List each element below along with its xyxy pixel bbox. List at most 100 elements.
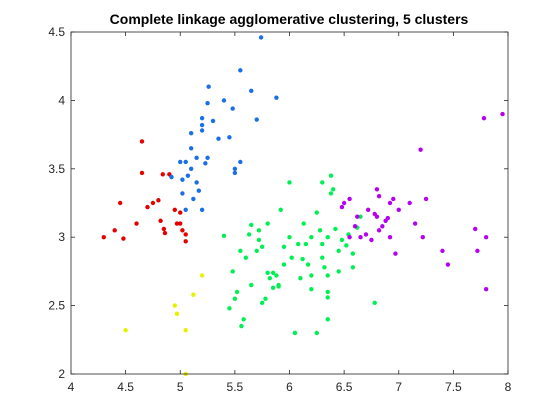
data-point [317,228,323,233]
data-point [256,237,262,243]
data-point [191,196,196,202]
y-tick-label: 3.5 [48,162,65,176]
data-point [270,285,276,291]
data-point [188,131,194,136]
data-point [473,226,478,232]
x-tick-label: 6 [286,380,293,394]
data-point [341,200,347,206]
data-point [188,166,194,171]
data-point [309,286,314,292]
points-layer [101,35,505,377]
data-point [180,228,185,233]
data-point [274,273,279,278]
data-point [174,311,180,317]
data-point [380,224,385,229]
data-point [265,270,270,275]
data-point [221,98,227,103]
data-point [325,235,330,240]
data-point [232,296,238,301]
data-point [500,111,505,117]
data-point [333,226,338,232]
data-point [210,118,216,124]
data-point [289,255,294,260]
data-point [320,180,325,185]
data-point [183,207,188,213]
data-point [254,117,259,122]
data-point [445,262,451,267]
data-point [305,262,311,267]
data-point [150,200,156,206]
data-point [350,251,356,256]
data-point [314,330,320,336]
data-point [134,221,139,226]
data-point [281,262,287,267]
data-point [199,207,205,213]
data-point [347,235,352,240]
data-point [301,221,306,226]
data-point [369,237,374,243]
data-point [243,255,248,260]
data-point [355,214,360,219]
series-3 [221,173,377,336]
data-point [320,241,325,247]
data-point [287,180,292,185]
data-point [325,289,330,295]
data-point [352,224,358,229]
data-point [227,135,232,140]
axes-layer: 4 4.5 5 5.5 6 6.5 7 7.5 8 2 2.5 3 3.5 4 4.5 [48,25,511,394]
data-point [161,226,167,232]
data-point [358,214,363,219]
data-point [232,166,238,171]
data-point [183,232,188,237]
plot-background [71,32,508,374]
data-point [331,187,336,192]
data-point [350,265,356,270]
data-point [344,243,349,248]
data-point [309,235,314,240]
data-point [172,303,177,308]
data-point [274,95,279,100]
y-tick-label: 4 [58,93,65,107]
data-point [239,323,244,329]
data-point [246,232,252,237]
data-point [188,146,194,151]
data-point [199,273,205,278]
data-point [180,177,185,182]
x-tick-label: 5.5 [227,380,244,394]
data-point [259,244,265,249]
data-point [347,196,352,202]
data-point [249,88,254,94]
data-point [385,215,391,221]
data-point [387,200,393,206]
data-point [276,282,281,288]
data-point [278,207,283,213]
data-point [234,289,240,295]
data-point [183,239,188,244]
data-point [475,248,480,254]
data-point [336,269,341,274]
data-point [185,173,191,178]
data-point [287,235,292,240]
data-point [325,295,330,300]
x-tick-label: 4 [68,380,75,394]
data-point [256,228,262,233]
data-point [298,276,303,281]
data-point [365,207,371,213]
data-point [158,218,163,223]
data-point [483,235,489,240]
data-point [420,235,425,240]
data-point [325,317,330,322]
data-point [328,173,334,178]
data-point [259,300,265,306]
data-point [376,193,382,199]
data-point [162,230,168,236]
data-point [238,248,243,254]
data-point [123,328,128,333]
data-point [101,235,106,240]
data-point [183,328,188,333]
data-point [423,196,429,202]
data-point [309,273,314,278]
data-point [376,228,382,233]
data-point [117,200,123,206]
